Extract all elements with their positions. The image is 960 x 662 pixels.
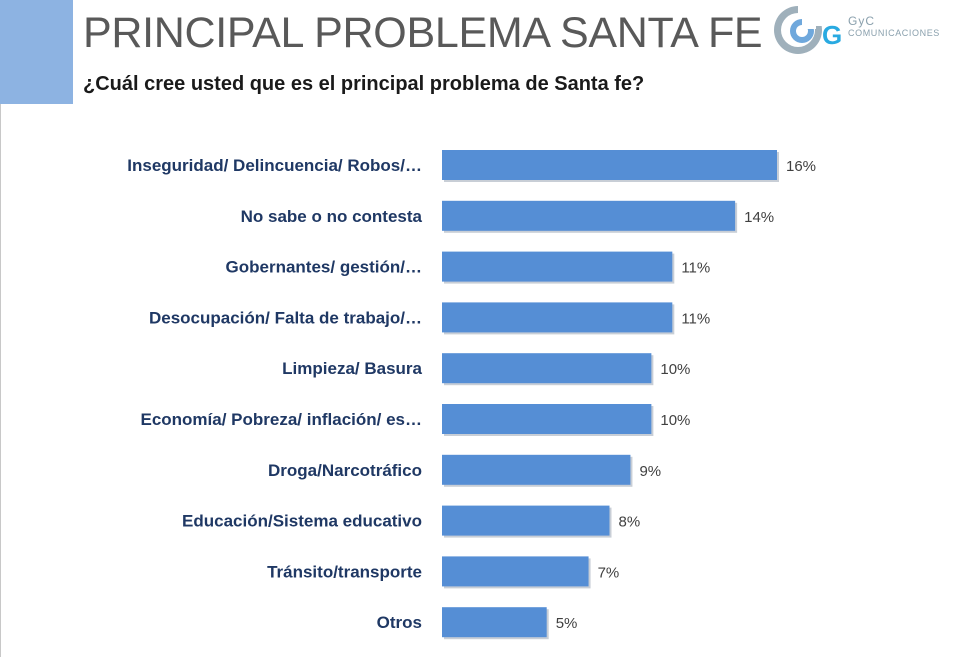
data-label: 11% [681,310,710,327]
bar [442,302,673,333]
data-label: 7% [598,564,620,581]
chart-question: ¿Cuál cree usted que es el principal pro… [83,73,645,95]
logo-name: GyC [848,14,875,28]
data-label: 11% [681,260,710,277]
bar [442,404,652,434]
category-label: Economía/ Pobreza/ inflación/ es… [140,410,422,429]
bar [442,251,673,282]
logo-mark-letter: G [822,20,842,50]
bar [442,607,547,638]
bar [442,454,631,485]
data-label: 8% [619,514,641,531]
category-label: Limpieza/ Basura [282,359,422,378]
data-label: 14% [744,209,774,226]
logo-subtitle: COMUNICACIONES [848,28,940,38]
bar [442,353,652,384]
bar [442,200,736,231]
bar-chart-svg: Inseguridad/ Delincuencia/ Robos/… 16% No … [127,150,816,640]
bar [442,150,777,180]
category-label: No sabe o no contesta [241,207,423,226]
gyc-logo-mark-icon: G [774,6,842,54]
category-label: Educación/Sistema educativo [182,512,422,531]
category-label: Tránsito/transporte [267,562,422,581]
data-label: 10% [660,412,690,429]
accent-block [0,0,73,104]
data-label: 16% [786,158,816,175]
data-label: 9% [639,463,661,480]
category-label: Desocupación/ Falta de trabajo/… [149,308,422,327]
category-label: Gobernantes/ gestión/… [226,258,422,277]
bar [442,556,589,587]
bar [442,505,610,536]
bar-chart: Inseguridad/ Delincuencia/ Robos/… 16% No … [0,130,960,657]
category-label: Inseguridad/ Delincuencia/ Robos/… [127,156,422,175]
category-label: Droga/Narcotráfico [268,461,422,480]
category-label: Otros [377,613,422,632]
data-label: 5% [556,615,578,632]
data-label: 10% [660,361,690,378]
gyc-logo: G GyC COMUNICACIONES [770,2,960,58]
page-title: PRINCIPAL PROBLEMA SANTA FE [83,9,763,57]
slide-left-rule [0,104,1,657]
